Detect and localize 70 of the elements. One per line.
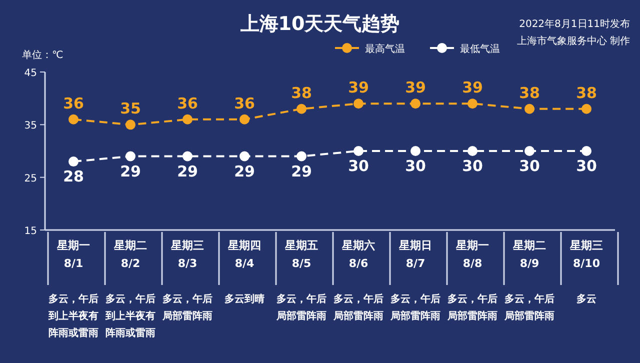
text: 多云，午后局部雷阵雨 — [332, 293, 384, 322]
x-tick-label: 星期三 8/10 — [569, 239, 603, 270]
x-tick-label: 星期四 8/4 — [227, 239, 261, 270]
data-label: 38 — [519, 84, 540, 102]
x-tick-label: 星期日 8/7 — [398, 239, 432, 270]
data-label: 30 — [405, 157, 426, 175]
data-label: 30 — [576, 157, 597, 175]
data-label: 39 — [405, 78, 426, 97]
data-label: 28 — [63, 168, 84, 186]
point — [354, 146, 364, 156]
text: 多云，午后局部雷阵雨 — [276, 293, 326, 322]
point — [524, 146, 534, 156]
data-label: 36 — [177, 94, 198, 112]
x-tick-label: 星期五 8/5 — [284, 239, 318, 270]
point — [240, 114, 250, 124]
point — [468, 98, 478, 109]
legend-label: 最低气温 — [460, 43, 500, 55]
text: 多云，午后局部雷阵雨 — [162, 293, 212, 322]
chart-subtitle: 2022年8月1日11时发布 — [519, 18, 630, 30]
data-label: 30 — [348, 157, 369, 175]
data-label: 30 — [462, 157, 483, 175]
x-tick-label: 星期二 8/2 — [113, 239, 147, 270]
data-label: 38 — [291, 84, 312, 102]
point — [468, 146, 478, 156]
data-label: 39 — [348, 78, 369, 97]
point — [354, 98, 364, 109]
data-label: 29 — [234, 162, 255, 180]
text: 上海市气象服务中心 制作 — [516, 35, 630, 47]
y-tick-label: 35 — [24, 120, 37, 132]
point — [126, 120, 136, 130]
point — [582, 146, 592, 156]
point — [410, 146, 420, 156]
point — [240, 151, 250, 162]
data-label: 39 — [462, 78, 483, 97]
text: 多云 — [576, 293, 596, 305]
data-label: 29 — [177, 162, 198, 180]
point — [410, 98, 420, 109]
data-label: 36 — [63, 94, 84, 112]
chart-title: 上海10天天气趋势 — [239, 13, 400, 35]
y-axis-title: 单位：℃ — [22, 49, 64, 61]
point — [182, 151, 192, 162]
x-tick-label: 星期三 8/3 — [170, 239, 204, 270]
text: 多云，午后局部雷阵雨 — [446, 293, 498, 322]
point — [126, 151, 136, 162]
data-label: 36 — [234, 94, 255, 112]
point — [582, 104, 592, 114]
point — [296, 151, 306, 162]
data-label: 38 — [576, 84, 597, 102]
text: 多云，午后到上半夜有阵雨或雷雨 — [48, 293, 98, 339]
x-tick-label: 星期一 8/1 — [56, 239, 90, 270]
point — [68, 156, 78, 167]
legend-label: 最高气温 — [365, 43, 405, 55]
point — [68, 114, 78, 124]
x-tick-label: 星期一 8/8 — [455, 239, 489, 270]
point — [296, 104, 306, 114]
x-tick-label: 星期二 8/9 — [512, 239, 546, 270]
text: 多云，午后到上半夜有阵雨或雷雨 — [104, 293, 156, 339]
data-label: 29 — [120, 162, 141, 180]
y-tick-label: 15 — [24, 226, 37, 237]
point — [524, 104, 534, 114]
x-tick-label: 星期六 8/6 — [341, 239, 375, 270]
y-tick-label: 25 — [24, 173, 37, 184]
data-label: 30 — [519, 157, 540, 175]
text: 多云到晴 — [224, 293, 264, 305]
y-tick-label: 45 — [24, 68, 37, 79]
data-label: 29 — [291, 162, 312, 180]
text: 多云，午后局部雷阵雨 — [504, 293, 554, 322]
point — [182, 114, 192, 124]
text: 多云，午后局部雷阵雨 — [390, 293, 440, 322]
data-label: 35 — [120, 100, 141, 118]
